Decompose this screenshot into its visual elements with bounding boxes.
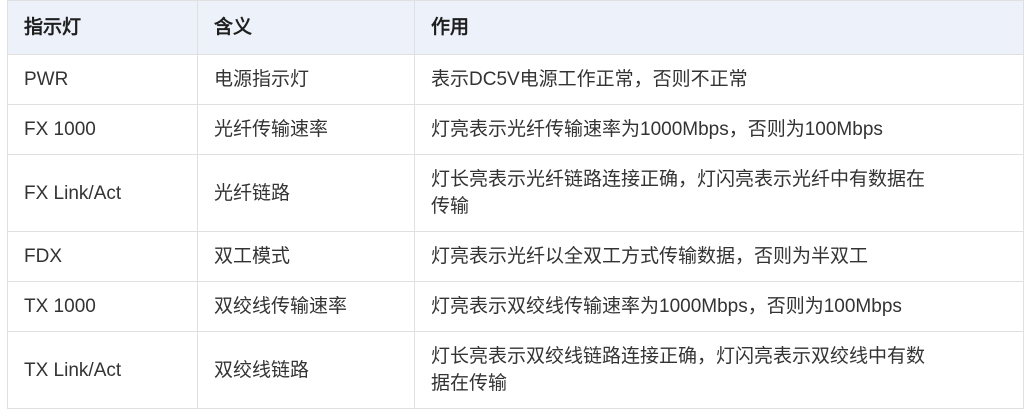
table-row: PWR 电源指示灯 表示DC5V电源工作正常，否则不正常 xyxy=(7,54,1024,105)
indicator-cell: TX 1000 xyxy=(7,281,198,332)
function-cell: 灯亮表示双绞线传输速率为1000Mbps，否则为100Mbps xyxy=(414,281,1024,332)
function-cell: 灯亮表示光纤传输速率为1000Mbps，否则为100Mbps xyxy=(414,104,1024,155)
meaning-cell: 双绞线传输速率 xyxy=(197,281,415,332)
table-row: TX 1000 双绞线传输速率 灯亮表示双绞线传输速率为1000Mbps，否则为… xyxy=(7,281,1024,332)
indicator-table: 指示灯 含义 作用 PWR 电源指示灯 表示DC5V电源工作正常，否则不正常 F… xyxy=(7,0,1024,409)
indicator-table-container: 指示灯 含义 作用 PWR 电源指示灯 表示DC5V电源工作正常，否则不正常 F… xyxy=(7,0,1024,409)
function-cell: 灯长亮表示光纤链路连接正确，灯闪亮表示光纤中有数据在传输 xyxy=(414,154,1024,232)
header-row: 指示灯 含义 作用 xyxy=(7,0,1024,55)
function-cell: 灯亮表示光纤以全双工方式传输数据，否则为半双工 xyxy=(414,231,1024,282)
meaning-cell: 光纤链路 xyxy=(197,154,415,232)
table-row: FX 1000 光纤传输速率 灯亮表示光纤传输速率为1000Mbps，否则为10… xyxy=(7,104,1024,155)
indicator-cell: PWR xyxy=(7,54,198,105)
table-row: FDX 双工模式 灯亮表示光纤以全双工方式传输数据，否则为半双工 xyxy=(7,231,1024,282)
meaning-cell: 光纤传输速率 xyxy=(197,104,415,155)
table-row: FX Link/Act 光纤链路 灯长亮表示光纤链路连接正确，灯闪亮表示光纤中有… xyxy=(7,154,1024,232)
indicator-cell: FX Link/Act xyxy=(7,154,198,232)
indicator-cell: TX Link/Act xyxy=(7,331,198,409)
function-cell: 表示DC5V电源工作正常，否则不正常 xyxy=(414,54,1024,105)
meaning-cell: 电源指示灯 xyxy=(197,54,415,105)
table-row: TX Link/Act 双绞线链路 灯长亮表示双绞线链路连接正确，灯闪亮表示双绞… xyxy=(7,331,1024,409)
function-cell: 灯长亮表示双绞线链路连接正确，灯闪亮表示双绞线中有数据在传输 xyxy=(414,331,1024,409)
col-header-meaning: 含义 xyxy=(197,0,415,55)
col-header-indicator: 指示灯 xyxy=(7,0,198,55)
indicator-cell: FDX xyxy=(7,231,198,282)
indicator-cell: FX 1000 xyxy=(7,104,198,155)
meaning-cell: 双工模式 xyxy=(197,231,415,282)
col-header-function: 作用 xyxy=(414,0,1024,55)
meaning-cell: 双绞线链路 xyxy=(197,331,415,409)
